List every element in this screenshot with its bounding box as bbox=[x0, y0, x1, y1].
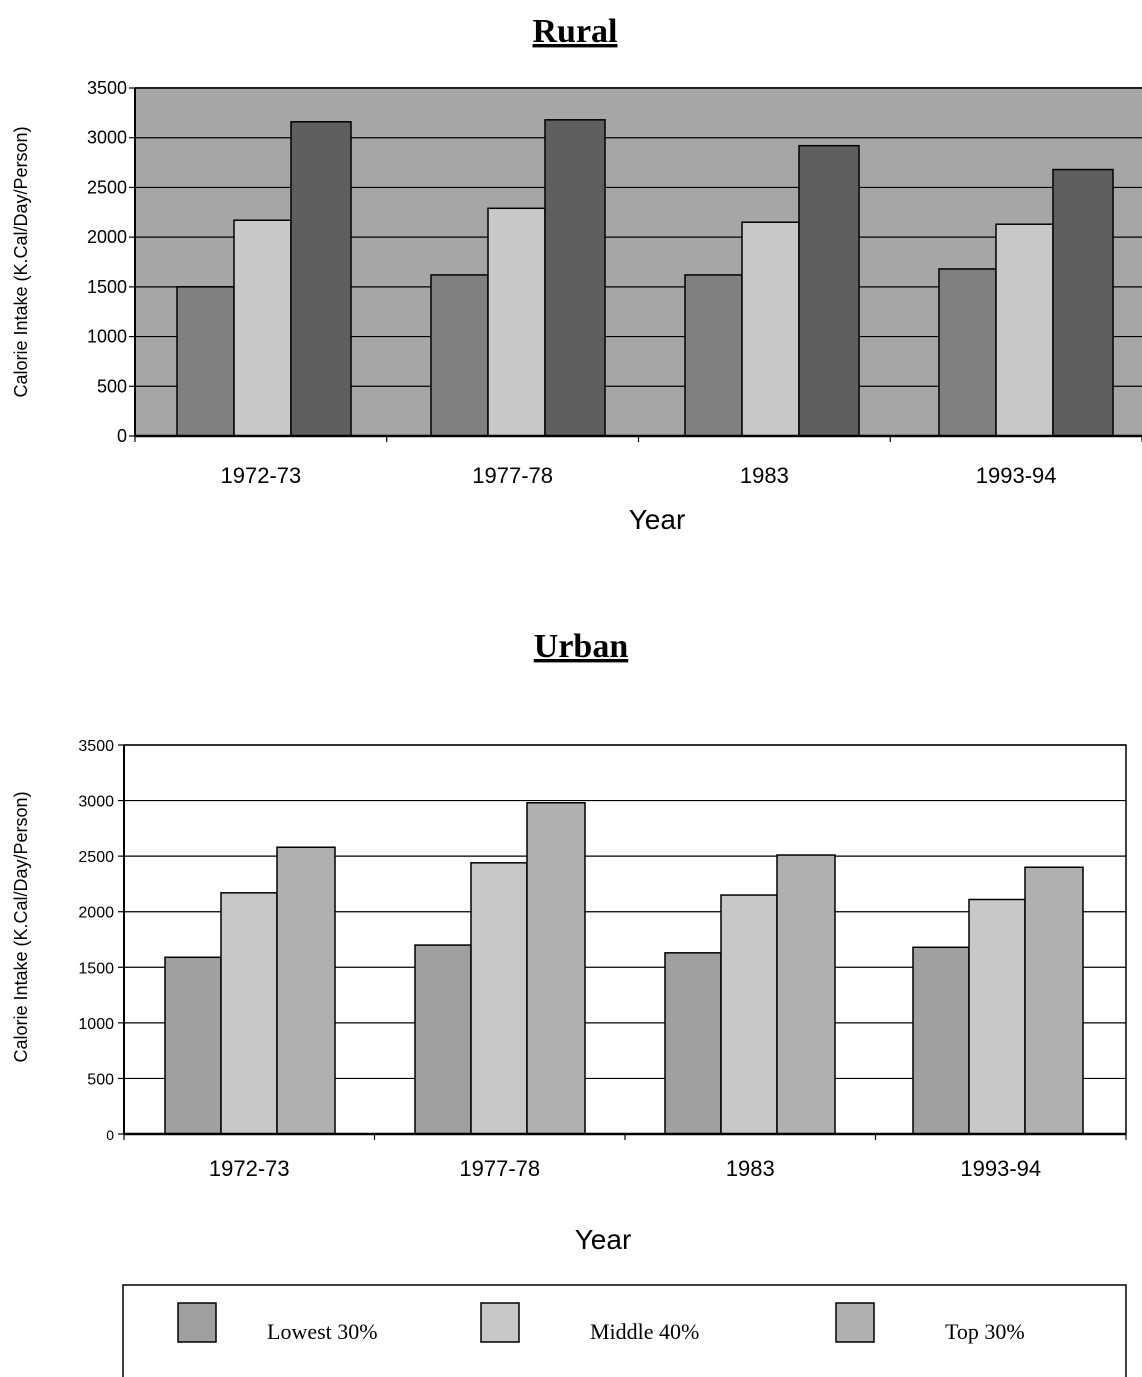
legend-box bbox=[122, 1284, 1127, 1377]
rural-y-tick-label: 3000 bbox=[87, 128, 127, 148]
rural-chart-title: Rural bbox=[533, 13, 618, 50]
urban-bar-1993-94-lowest bbox=[912, 946, 970, 1135]
rural-y-tick-label: 1500 bbox=[87, 277, 127, 297]
urban-y-tick-label: 1500 bbox=[78, 960, 114, 977]
rural-y-tick-label: 1000 bbox=[87, 327, 127, 347]
rural-x-tick-label: 1983 bbox=[740, 463, 789, 488]
urban-x-axis-label: Year bbox=[575, 1224, 632, 1255]
rural-y-tick-label: 0 bbox=[117, 426, 127, 446]
urban-y-tick-label: 1000 bbox=[78, 1016, 114, 1033]
urban-bar-1983-middle bbox=[720, 894, 778, 1135]
urban-bar-1977-78-middle bbox=[470, 862, 528, 1135]
urban-chart-title: Urban bbox=[534, 628, 629, 665]
urban-bar-1972-73-top bbox=[276, 846, 336, 1135]
urban-bar-1977-78-lowest bbox=[414, 944, 472, 1135]
urban-y-tick-label: 500 bbox=[87, 1071, 114, 1088]
legend-swatch-1 bbox=[480, 1302, 520, 1343]
rural-bar-1977-78-middle bbox=[487, 207, 546, 437]
urban-y-tick-label: 3000 bbox=[78, 794, 114, 811]
rural-y-axis-label: Calorie Intake (K.Cal/Day/Person) bbox=[11, 126, 31, 397]
urban-x-tick-label: 1972-73 bbox=[209, 1156, 290, 1181]
rural-bar-1993-94-middle bbox=[995, 223, 1054, 437]
urban-x-tick-label: 1983 bbox=[726, 1156, 775, 1181]
urban-bar-1983-top bbox=[776, 854, 836, 1135]
urban-y-axis-label: Calorie Intake (K.Cal/Day/Person) bbox=[11, 791, 31, 1062]
urban-bar-1972-73-lowest bbox=[164, 956, 222, 1135]
rural-bar-1983-middle bbox=[741, 221, 800, 437]
legend-swatch-0 bbox=[177, 1302, 217, 1343]
rural-bar-1993-94-top bbox=[1052, 168, 1114, 437]
urban-bar-1977-78-top bbox=[526, 802, 586, 1135]
rural-bar-1972-73-lowest bbox=[176, 286, 235, 437]
rural-y-tick-label: 2500 bbox=[87, 177, 127, 197]
rural-bar-1993-94-lowest bbox=[938, 268, 997, 437]
rural-x-tick-label: 1993-94 bbox=[976, 463, 1057, 488]
rural-x-tick-label: 1972-73 bbox=[221, 463, 302, 488]
urban-y-tick-label: 2500 bbox=[78, 849, 114, 866]
rural-x-axis-label: Year bbox=[629, 504, 686, 535]
rural-bar-1977-78-lowest bbox=[430, 274, 489, 437]
urban-x-tick-label: 1993-94 bbox=[960, 1156, 1041, 1181]
urban-y-tick-label: 3500 bbox=[78, 738, 114, 755]
urban-bar-1993-94-middle bbox=[968, 898, 1026, 1135]
urban-bar-1983-lowest bbox=[664, 952, 722, 1135]
rural-y-tick-label: 3500 bbox=[87, 78, 127, 98]
urban-bar-1993-94-top bbox=[1024, 866, 1084, 1135]
urban-x-tick-label: 1977-78 bbox=[459, 1156, 540, 1181]
urban-y-tick-label: 2000 bbox=[78, 905, 114, 922]
rural-bar-1983-top bbox=[798, 144, 860, 437]
rural-bar-1977-78-top bbox=[544, 119, 606, 437]
rural-bar-1972-73-middle bbox=[233, 219, 292, 437]
urban-bar-1972-73-middle bbox=[220, 892, 278, 1135]
legend-swatch-2 bbox=[835, 1302, 875, 1343]
rural-bar-1983-lowest bbox=[684, 274, 743, 437]
rural-y-tick-label: 2000 bbox=[87, 227, 127, 247]
legend-label-0: Lowest 30% bbox=[267, 1319, 378, 1344]
rural-y-tick-label: 500 bbox=[97, 376, 127, 396]
rural-bar-1972-73-top bbox=[290, 121, 352, 437]
legend-label-1: Middle 40% bbox=[590, 1319, 699, 1344]
rural-x-tick-label: 1977-78 bbox=[472, 463, 553, 488]
legend-label-2: Top 30% bbox=[945, 1319, 1025, 1344]
urban-y-tick-label: 0 bbox=[106, 1127, 114, 1143]
